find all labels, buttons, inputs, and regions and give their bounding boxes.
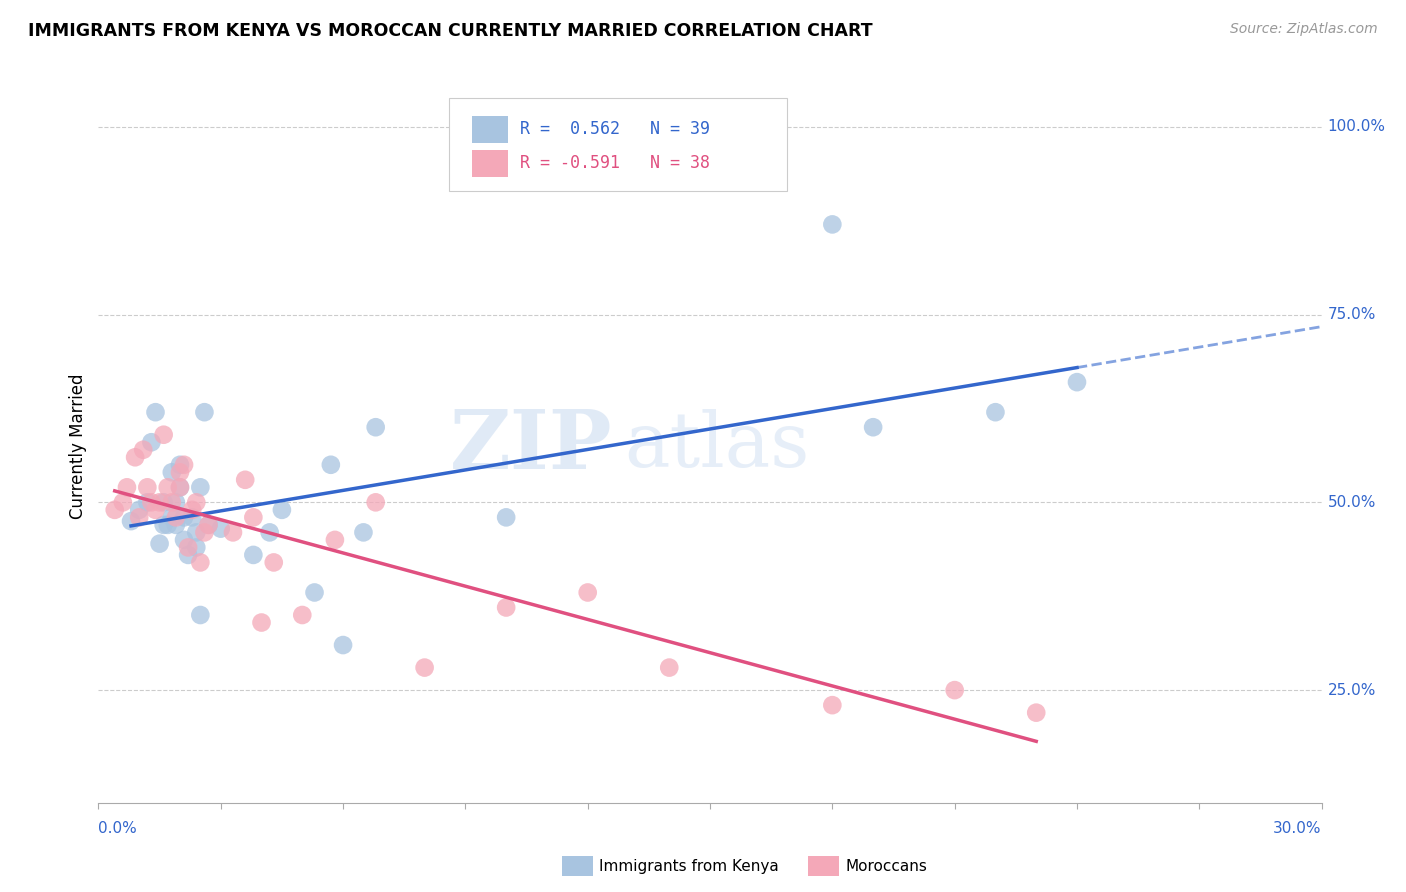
Point — [177, 541, 200, 555]
Point — [1025, 706, 1047, 720]
Point — [209, 522, 232, 536]
Point — [169, 465, 191, 479]
Point — [319, 458, 342, 472]
Text: 75.0%: 75.0% — [1327, 307, 1376, 322]
Point — [222, 525, 245, 540]
Point — [152, 517, 174, 532]
Point — [181, 510, 204, 524]
Point — [160, 495, 183, 509]
Point — [186, 541, 208, 555]
Text: R =  0.562   N = 39: R = 0.562 N = 39 — [520, 120, 710, 138]
Point — [141, 435, 163, 450]
Text: Moroccans: Moroccans — [845, 859, 927, 873]
Text: 100.0%: 100.0% — [1327, 120, 1386, 135]
Point — [250, 615, 273, 630]
Bar — [471, 116, 508, 143]
Text: Immigrants from Kenya: Immigrants from Kenya — [599, 859, 779, 873]
Point — [165, 495, 187, 509]
Point — [104, 503, 127, 517]
Point — [233, 473, 256, 487]
Y-axis label: Currently Married: Currently Married — [69, 373, 87, 519]
Point — [413, 660, 436, 674]
Text: 50.0%: 50.0% — [1327, 495, 1376, 510]
Text: ZIP: ZIP — [450, 406, 612, 486]
Text: 0.0%: 0.0% — [98, 821, 138, 836]
Point — [352, 525, 374, 540]
Point — [141, 495, 163, 509]
Point — [149, 536, 172, 550]
Text: Source: ZipAtlas.com: Source: ZipAtlas.com — [1230, 22, 1378, 37]
Point — [152, 427, 174, 442]
Point — [173, 458, 195, 472]
Point — [495, 600, 517, 615]
Point — [197, 517, 219, 532]
Point — [115, 480, 138, 494]
Point — [364, 495, 387, 509]
Point — [173, 533, 195, 547]
Point — [152, 495, 174, 509]
Point — [124, 450, 146, 465]
Point — [193, 525, 215, 540]
FancyBboxPatch shape — [450, 98, 787, 191]
Text: 25.0%: 25.0% — [1327, 682, 1376, 698]
Point — [263, 556, 285, 570]
Point — [658, 660, 681, 674]
Point — [576, 585, 599, 599]
Point — [186, 525, 208, 540]
Point — [188, 480, 212, 494]
Point — [242, 510, 264, 524]
Point — [242, 548, 264, 562]
Point — [156, 517, 179, 532]
Point — [111, 495, 134, 509]
Point — [145, 503, 167, 517]
Point — [495, 510, 517, 524]
Point — [332, 638, 354, 652]
Point — [156, 480, 179, 494]
Point — [173, 510, 195, 524]
Point — [984, 405, 1007, 419]
Point — [1066, 375, 1088, 389]
Point — [943, 683, 966, 698]
Text: atlas: atlas — [624, 409, 810, 483]
Point — [169, 458, 191, 472]
Point — [188, 607, 212, 622]
Text: 30.0%: 30.0% — [1274, 821, 1322, 836]
Point — [197, 517, 219, 532]
Point — [270, 503, 294, 517]
Point — [304, 585, 326, 599]
Point — [291, 607, 314, 622]
Point — [165, 510, 187, 524]
Point — [120, 514, 142, 528]
Point — [149, 495, 172, 509]
Point — [193, 405, 215, 419]
Point — [136, 480, 159, 494]
Point — [160, 510, 183, 524]
Point — [169, 480, 191, 494]
Point — [181, 503, 204, 517]
Point — [186, 495, 208, 509]
Point — [323, 533, 346, 547]
Point — [821, 218, 844, 232]
Point — [862, 420, 884, 434]
Point — [188, 556, 212, 570]
Point — [177, 548, 200, 562]
Text: R = -0.591   N = 38: R = -0.591 N = 38 — [520, 154, 710, 172]
Point — [145, 405, 167, 419]
Text: IMMIGRANTS FROM KENYA VS MOROCCAN CURRENTLY MARRIED CORRELATION CHART: IMMIGRANTS FROM KENYA VS MOROCCAN CURREN… — [28, 22, 873, 40]
Bar — [471, 150, 508, 177]
Point — [160, 465, 183, 479]
Point — [165, 517, 187, 532]
Point — [132, 442, 155, 457]
Point — [128, 510, 150, 524]
Point — [169, 480, 191, 494]
Point — [128, 503, 150, 517]
Point — [136, 495, 159, 509]
Point — [821, 698, 844, 713]
Point — [364, 420, 387, 434]
Point — [259, 525, 281, 540]
